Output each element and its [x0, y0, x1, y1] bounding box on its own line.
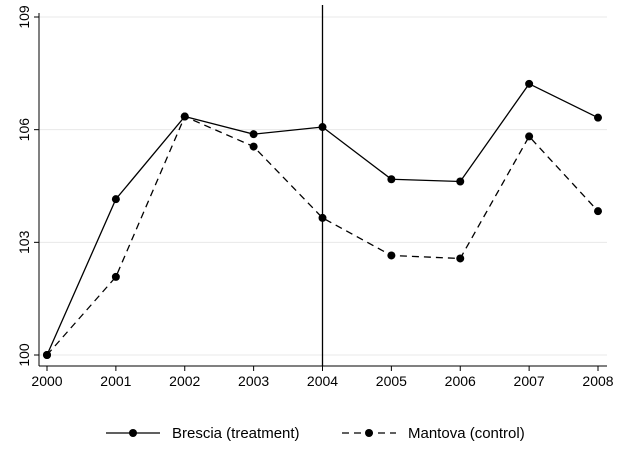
y-tick-label-106: 106	[16, 118, 32, 142]
data-point-s0-2006	[456, 177, 465, 186]
x-tick-label-2000: 2000	[31, 373, 62, 389]
data-point-s0-2008	[594, 113, 602, 122]
data-point-s1-2007	[525, 132, 534, 141]
data-point-s0-2004	[318, 123, 327, 132]
y-tick-label-109: 109	[16, 5, 32, 29]
x-tick-label-2001: 2001	[100, 373, 131, 389]
legend-label-1: Mantova (control)	[408, 425, 525, 442]
data-point-s1-2008	[594, 207, 602, 216]
legend-marker-1	[365, 429, 373, 437]
data-point-s1-2004	[318, 213, 327, 222]
x-tick-label-2005: 2005	[376, 373, 407, 389]
legend-marker-0	[129, 429, 137, 437]
data-point-s0-2001	[111, 195, 120, 204]
x-tick-label-2008: 2008	[582, 373, 613, 389]
data-point-s1-2000	[43, 351, 51, 359]
data-point-s1-2005	[387, 251, 396, 260]
data-point-s0-2005	[387, 175, 396, 184]
y-tick-label-103: 103	[16, 230, 32, 254]
x-tick-label-2003: 2003	[238, 373, 269, 389]
data-point-s1-2001	[111, 272, 120, 281]
x-tick-label-2007: 2007	[514, 373, 545, 389]
x-tick-label-2004: 2004	[307, 373, 338, 389]
series-layer	[43, 79, 602, 359]
data-point-s1-2003	[249, 142, 258, 151]
axes: 100 103 106 109 2000 2001 2002 2003 2004 2005 2006…	[16, 5, 614, 389]
legend: Brescia (treatment) Mantova (control)	[106, 425, 525, 442]
data-point-s0-2003	[249, 130, 258, 139]
data-point-s1-2006	[456, 254, 465, 263]
series-line-1	[46, 115, 599, 356]
x-tick-label-2006: 2006	[445, 373, 476, 389]
x-tick-label-2002: 2002	[169, 373, 200, 389]
data-point-s0-2007	[525, 79, 534, 88]
y-tick-label-100: 100	[16, 343, 32, 367]
data-point-s1-2002	[180, 112, 189, 121]
legend-label-0: Brescia (treatment)	[172, 425, 300, 442]
